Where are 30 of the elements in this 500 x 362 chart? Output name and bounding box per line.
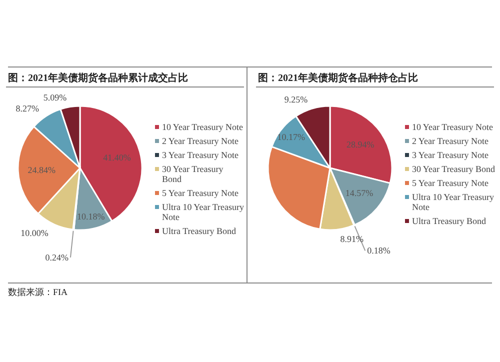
source-note: 数据来源：FIA <box>8 287 68 297</box>
legend-label: Ultra 10 Year Treasury Note <box>162 202 244 222</box>
data-label: 8.91% <box>340 234 364 244</box>
data-label: 0.24% <box>45 252 69 262</box>
data-label: 0.18% <box>367 246 391 256</box>
legend-label: 2 Year Treasury Note <box>162 136 239 146</box>
chart-title: 图：2021年美债期货各品种持仓占比 <box>258 72 418 84</box>
data-label: 10.18% <box>77 211 106 222</box>
data-label: 8.27% <box>16 103 40 114</box>
legend-label: Ultra Treasury Bond <box>162 226 236 236</box>
legend-label: 2 Year Treasury Note <box>412 136 489 146</box>
legend-label: 5 Year Treasury Note <box>162 188 239 198</box>
data-label: 10.00% <box>20 228 49 238</box>
data-label: 10.17% <box>277 132 306 142</box>
data-label: 9.25% <box>284 94 308 105</box>
legend-label: 10 Year Treasury Note <box>412 122 494 132</box>
legend-label: 3 Year Treasury Note <box>162 150 239 160</box>
legend-label: 10 Year Treasury Note <box>162 122 244 132</box>
data-label: 24.84% <box>28 164 56 175</box>
data-label: 5.09% <box>43 92 68 103</box>
legend-label: 5 Year Treasury Note <box>412 178 489 188</box>
chart-title: 图：2021年美债期货各品种累计成交占比 <box>8 72 188 84</box>
legend-label: 30 Year Treasury Bond <box>162 164 224 184</box>
legend-label: Ultra 10 Year Treasury Note <box>412 192 494 212</box>
data-label: 28.94% <box>346 139 375 150</box>
legend-label: 3 Year Treasury Note <box>412 150 489 160</box>
legend-label: 30 Year Treasury Bond <box>412 164 496 174</box>
data-label: 41.40% <box>103 152 132 163</box>
legend-label: Ultra Treasury Bond <box>412 216 486 226</box>
data-label: 14.57% <box>345 188 374 198</box>
